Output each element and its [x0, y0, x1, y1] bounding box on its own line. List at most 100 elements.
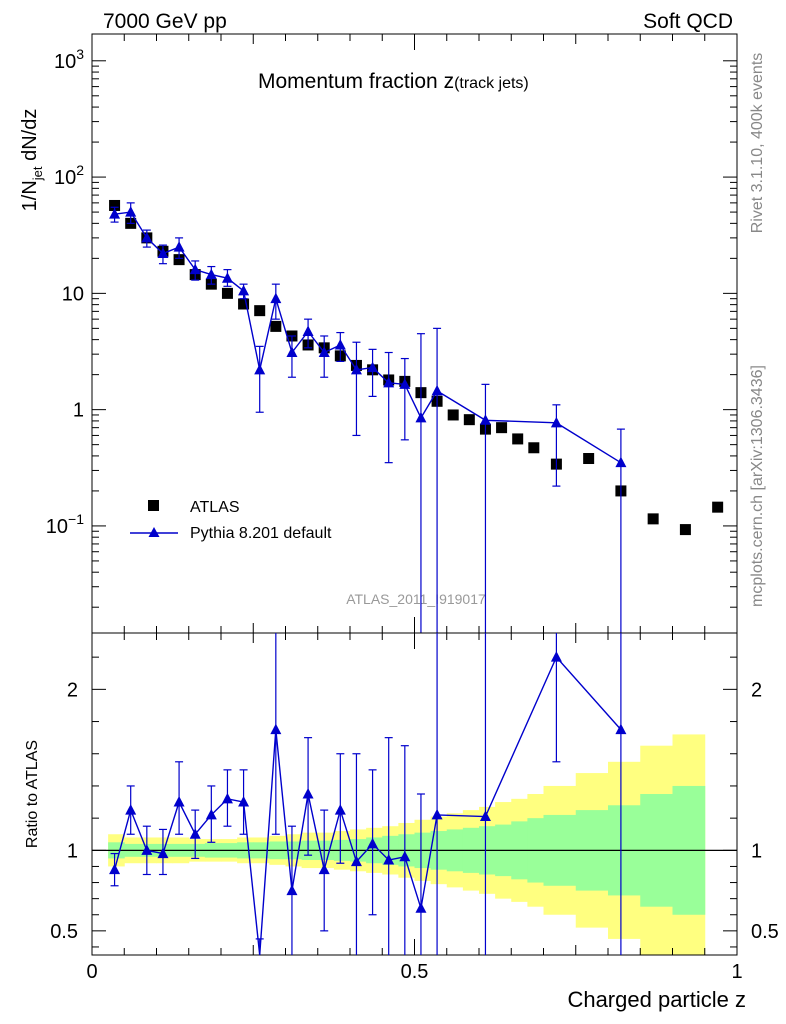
main-title-text: Momentum fraction z: [258, 70, 454, 93]
main-ytick-label: 10−1: [46, 511, 84, 538]
pythia-point: [157, 247, 169, 259]
ratio-ytick-label-left: 2: [67, 679, 78, 701]
ratio-pythia-point: [615, 723, 627, 735]
pythia-point: [205, 268, 217, 280]
ratio-ytick-label-right: 2: [751, 679, 762, 701]
main-title: Momentum fraction z(track jets): [258, 70, 529, 93]
ratio-ylabel: Ratio to ATLAS: [24, 740, 41, 848]
ratio-pythia-point: [109, 863, 121, 875]
ratio-ytick-label-right: 1: [751, 840, 762, 862]
pythia-point: [270, 292, 282, 304]
side-text-bottom-group: mcplots.cern.ch [arXiv:1306.3436]: [749, 365, 766, 607]
pythia-point: [125, 206, 137, 217]
side-text-top-group: Rivet 3.1.10, 400k events: [749, 53, 766, 234]
main-title-suffix: (track jets): [454, 75, 529, 92]
main-ylabel-sub: jet: [30, 166, 45, 181]
ratio-ytick-label-right: 0.5: [751, 921, 779, 943]
main-ylabel: 1/Njet dN/dz: [19, 109, 45, 212]
ratio-pythia-point: [550, 651, 562, 662]
pythia-point: [550, 416, 562, 428]
ratio-pythia-point: [270, 723, 282, 735]
main-frame: [91, 33, 738, 634]
ratio-pythia-point: [399, 850, 411, 862]
ratio-pythia-point: [350, 855, 362, 867]
pythia-point: [221, 272, 233, 283]
ratio-plot-area: 0 0.5 1 0.5 0.5 1 1 2 2: [50, 632, 779, 983]
side-text-bottom: mcplots.cern.ch [arXiv:1306.3436]: [749, 365, 766, 607]
atlas-point: [528, 442, 540, 454]
pythia-point: [141, 231, 153, 243]
ratio-pythia-point: [173, 796, 185, 807]
svg-text:1/Njet dN/dz: 1/Njet dN/dz: [19, 109, 45, 212]
main-ytick-label: 1: [73, 400, 84, 422]
pythia-point: [189, 263, 201, 275]
header-left: 7000 GeV pp: [103, 10, 227, 33]
ratio-pythia-point: [367, 837, 379, 849]
atlas-point: [679, 524, 691, 536]
main-ytick-label-base: 10: [54, 51, 76, 73]
ratio-pythia-point: [157, 847, 169, 859]
atlas-point: [712, 501, 724, 513]
ratio-ylabel-group: Ratio to ATLAS: [24, 740, 41, 848]
pythia-point: [479, 414, 491, 425]
main-ytick-label-base: 1: [73, 400, 84, 422]
ratio-pythia-point: [125, 804, 137, 815]
pythia-point: [254, 363, 266, 375]
pythia-point: [109, 208, 121, 219]
pythia-point: [431, 384, 443, 396]
pythia-point: [399, 378, 411, 389]
main-ytick-label-exp: −1: [68, 511, 84, 527]
atlas-point: [496, 422, 508, 434]
main-ytick-label-base: 10: [62, 283, 84, 305]
ratio-pythia-point: [318, 863, 330, 875]
pythia-point: [318, 346, 330, 358]
atlas-point: [238, 298, 250, 310]
ratio-xtick-label: 0: [86, 961, 97, 983]
xlabel: Charged particle z: [567, 987, 746, 1012]
main-ytick-label: 102: [54, 162, 84, 189]
ratio-ytick-label-left: 1: [67, 840, 78, 862]
pythia-point: [415, 411, 427, 423]
ratio-pythia-point: [189, 828, 201, 839]
pythia-point: [350, 363, 362, 375]
ratio-pythia-point: [334, 804, 346, 815]
header-right: Soft QCD: [643, 10, 733, 33]
atlas-point: [270, 320, 282, 332]
ratio-pythia-point: [221, 792, 233, 804]
main-ytick-label-base: 10: [54, 167, 76, 189]
atlas-point: [221, 287, 233, 299]
pythia-point: [286, 346, 298, 358]
ratio-pythia-point: [238, 796, 250, 807]
atlas-point: [254, 305, 266, 317]
ratio-xtick-label: 0.5: [401, 961, 429, 983]
legend-atlas-label: ATLAS: [190, 499, 240, 516]
ratio-pythia-point: [302, 788, 314, 799]
side-text-top: Rivet 3.1.10, 400k events: [749, 53, 766, 234]
ratio-pythia-point: [479, 810, 491, 822]
main-ytick-label-exp: 3: [76, 46, 84, 62]
ratio-pythia-point: [383, 854, 395, 865]
atlas-point: [173, 254, 185, 266]
atlas-point: [109, 199, 121, 211]
watermark: ATLAS_2011_I919017: [346, 591, 486, 607]
ratio-pythia-point: [141, 844, 153, 855]
pythia-point: [615, 456, 627, 468]
ratio-ytick-label-left: 0.5: [50, 921, 78, 943]
atlas-point: [447, 409, 459, 421]
pythia-point: [173, 241, 185, 252]
ratio-pythia-point: [205, 808, 217, 820]
main-ytick-label: 103: [54, 46, 84, 73]
pythia-line: [114, 211, 622, 464]
main-ytick-label: 10: [62, 283, 84, 305]
pythia-point: [238, 284, 250, 296]
main-ytick-label-exp: 2: [76, 162, 84, 178]
pythia-point: [334, 338, 346, 350]
atlas-point: [512, 433, 524, 445]
main-ytick-label-base: 10: [46, 516, 68, 538]
legend: ATLAS Pythia 8.201 default: [130, 499, 332, 542]
pythia-point: [302, 325, 314, 336]
main-ylabel-tail: dN/dz: [19, 109, 41, 167]
main-ylabel-main: 1/N: [19, 180, 41, 211]
